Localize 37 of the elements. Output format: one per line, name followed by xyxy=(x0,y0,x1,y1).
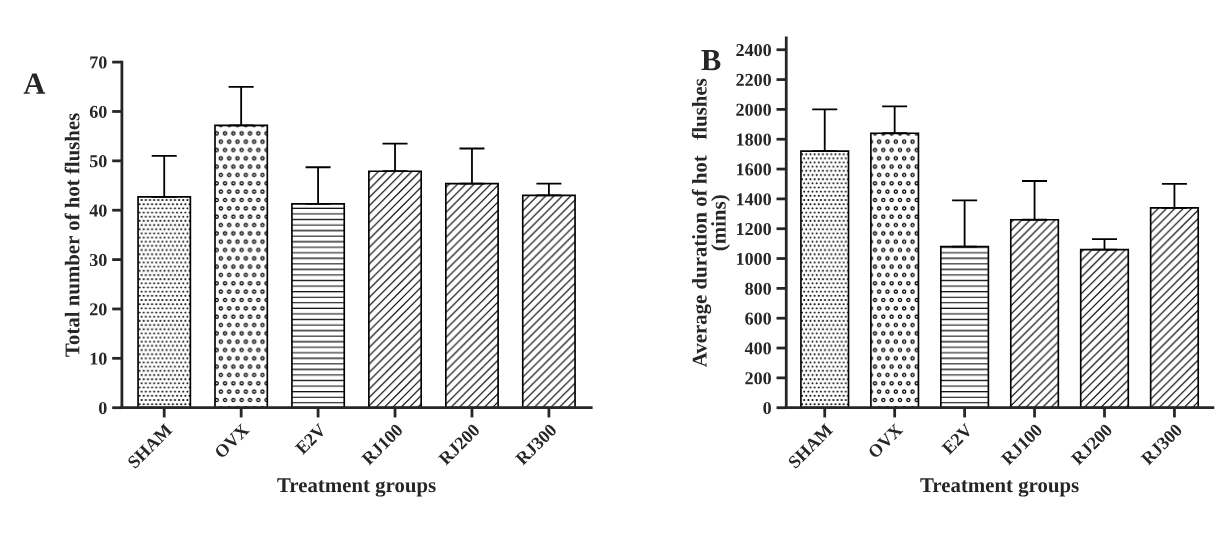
y-tick-label: 200 xyxy=(745,372,771,385)
y-tick-label: 1600 xyxy=(737,163,771,176)
y-tick-label: 0 xyxy=(763,401,771,415)
y-tick-label: 800 xyxy=(745,282,771,295)
bar xyxy=(1009,218,1060,408)
y-tick-label: 2000 xyxy=(736,103,771,116)
y-tick-label: 50 xyxy=(89,155,107,168)
bar xyxy=(368,170,423,408)
y-tick-label: 30 xyxy=(89,253,107,267)
y-tick-label: 2200 xyxy=(736,73,771,87)
bar xyxy=(870,132,920,408)
y-tick-label: 10 xyxy=(90,352,107,365)
y-tick-label: 40 xyxy=(89,204,107,217)
x-axis-title: Treatment groups xyxy=(920,478,1079,497)
bar xyxy=(939,245,990,408)
y-tick-label: 0 xyxy=(98,401,107,415)
bar xyxy=(214,124,269,408)
bar xyxy=(1149,206,1200,408)
chart-title: B xyxy=(701,50,721,71)
y-tick-label: 20 xyxy=(90,303,107,316)
bar xyxy=(291,202,346,408)
y-tick-label: 1000 xyxy=(737,252,771,265)
x-axis-title: Treatment groups xyxy=(277,478,436,497)
y-axis-title: Average duration of hot flushes (mins) xyxy=(691,78,730,368)
bar xyxy=(137,196,192,408)
y-tick-label: 70 xyxy=(90,56,107,69)
y-tick-label: 1400 xyxy=(737,193,771,206)
y-tick-label: 600 xyxy=(745,312,771,325)
chart-title: A xyxy=(23,73,46,94)
bar xyxy=(1079,248,1130,408)
y-tick-label: 400 xyxy=(744,342,771,355)
y-tick-label: 60 xyxy=(89,105,107,118)
y-tick-label: 1800 xyxy=(737,133,771,146)
y-axis-title: Total number of hot flushes xyxy=(64,113,80,357)
bar xyxy=(800,150,850,408)
y-tick-label: 2400 xyxy=(736,43,771,57)
y-tick-label: 1200 xyxy=(737,222,771,236)
